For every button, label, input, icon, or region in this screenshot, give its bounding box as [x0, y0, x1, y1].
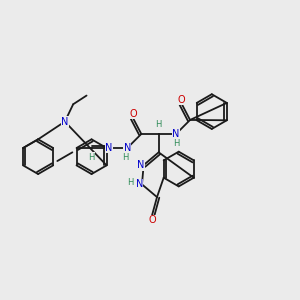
- Text: O: O: [178, 95, 185, 105]
- Text: N: N: [124, 143, 131, 153]
- Text: H: H: [155, 120, 162, 129]
- Text: N: N: [137, 160, 145, 170]
- Text: N: N: [61, 117, 68, 127]
- Text: H: H: [127, 178, 134, 187]
- Text: N: N: [172, 129, 180, 139]
- Text: O: O: [129, 109, 137, 119]
- Text: H: H: [173, 139, 179, 148]
- Text: H: H: [122, 153, 129, 162]
- Text: N: N: [136, 179, 143, 189]
- Text: H: H: [88, 153, 95, 162]
- Text: N: N: [105, 143, 112, 153]
- Text: O: O: [148, 215, 156, 226]
